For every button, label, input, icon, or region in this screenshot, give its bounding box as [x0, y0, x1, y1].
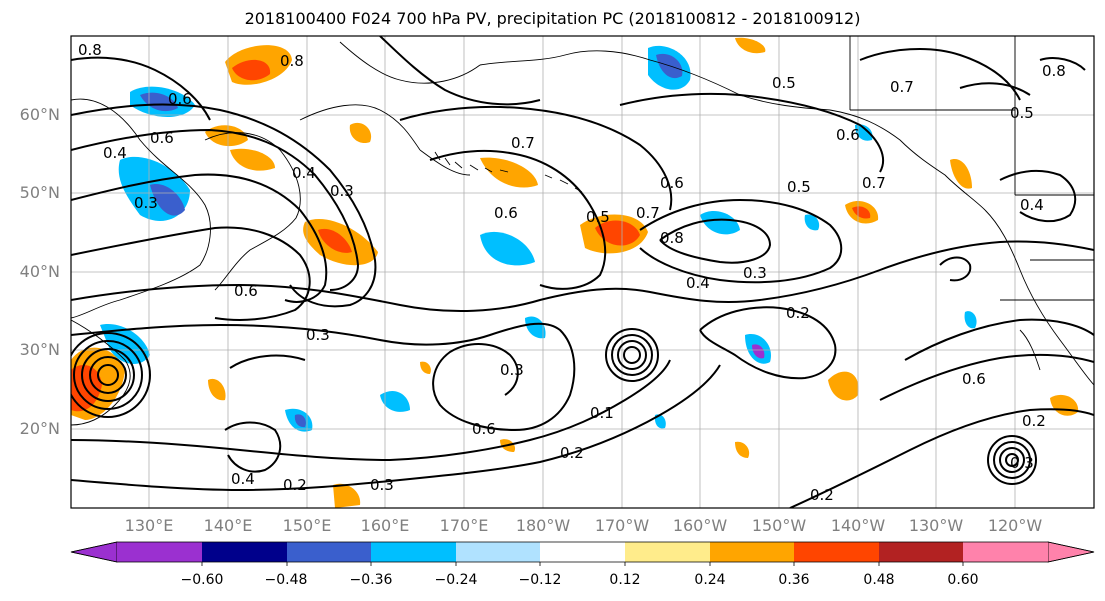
pv-contours	[71, 36, 1094, 508]
colorbar-tick-label: 0.60	[947, 572, 979, 588]
colorbar-tick-label: −0.24	[434, 572, 478, 588]
colorbar-segment	[287, 542, 371, 562]
colorbar-segment	[117, 542, 202, 562]
svg-text:0.4: 0.4	[1020, 196, 1044, 214]
colorbar-tick-label: 0.24	[694, 572, 726, 588]
svg-text:0.8: 0.8	[1042, 62, 1066, 80]
colorbar-segment	[456, 542, 540, 562]
svg-text:0.6: 0.6	[150, 129, 174, 147]
colorbar-tick-label: 0.48	[863, 572, 895, 588]
svg-text:0.7: 0.7	[636, 204, 660, 222]
lat-label-60n: 60°N	[19, 105, 60, 124]
svg-text:0.4: 0.4	[103, 144, 127, 162]
coastlines	[71, 36, 1094, 426]
lon-label-170e: 170°E	[439, 516, 489, 535]
pv-contour-labels: 0.8 0.8 0.6 0.6 0.4 0.3 0.4 0.3 0.7 0.6 …	[78, 41, 1066, 504]
svg-text:0.5: 0.5	[787, 178, 811, 196]
lon-label-130w: 130°W	[908, 516, 964, 535]
colorbar-segment	[202, 542, 287, 562]
svg-text:0.2: 0.2	[560, 444, 584, 462]
lon-label-170w: 170°W	[594, 516, 650, 535]
svg-text:0.3: 0.3	[330, 182, 354, 200]
colorbar-tick-label: −0.12	[518, 572, 562, 588]
lon-label-150w: 150°W	[751, 516, 807, 535]
svg-text:0.6: 0.6	[494, 204, 518, 222]
svg-text:0.3: 0.3	[134, 194, 158, 212]
svg-text:0.5: 0.5	[772, 74, 796, 92]
graticule	[71, 36, 1094, 508]
lat-label-40n: 40°N	[19, 262, 60, 281]
svg-text:0.6: 0.6	[836, 126, 860, 144]
lat-label-30n: 30°N	[19, 340, 60, 359]
svg-text:0.2: 0.2	[1022, 412, 1046, 430]
colorbar-segment	[625, 542, 710, 562]
colorbar-segment	[794, 542, 879, 562]
svg-text:0.6: 0.6	[660, 174, 684, 192]
colorbar-max-arrow	[1047, 541, 1095, 563]
lon-label-130e: 130°E	[124, 516, 174, 535]
svg-text:0.8: 0.8	[660, 229, 684, 247]
colorbar-tick-label: −0.48	[264, 572, 308, 588]
lat-label-20n: 20°N	[19, 419, 60, 438]
svg-text:0.2: 0.2	[786, 304, 810, 322]
svg-text:0.4: 0.4	[292, 164, 316, 182]
svg-text:0.6: 0.6	[168, 90, 192, 108]
svg-text:0.6: 0.6	[234, 282, 258, 300]
svg-text:0.7: 0.7	[862, 174, 886, 192]
lat-label-50n: 50°N	[19, 183, 60, 202]
colorbar-tick-label: 0.36	[778, 572, 810, 588]
svg-text:0.3: 0.3	[370, 476, 394, 494]
svg-text:0.5: 0.5	[586, 208, 610, 226]
map-title: 2018100400 F024 700 hPa PV, precipitatio…	[244, 9, 861, 28]
svg-text:0.2: 0.2	[810, 486, 834, 504]
svg-text:0.7: 0.7	[890, 78, 914, 96]
colorbar-segment	[540, 542, 625, 562]
svg-text:0.4: 0.4	[686, 274, 710, 292]
lon-label-180w: 180°W	[515, 516, 571, 535]
colorbar-segment	[710, 542, 794, 562]
map-frame	[70, 35, 1095, 509]
lon-label-160w: 160°W	[672, 516, 728, 535]
svg-text:0.2: 0.2	[283, 476, 307, 494]
colorbar-outline	[70, 541, 1095, 563]
svg-text:0.1: 0.1	[590, 404, 614, 422]
colorbar-segment	[879, 542, 963, 562]
colorbar-tick-label: 0.12	[609, 572, 641, 588]
svg-text:0.5: 0.5	[1010, 104, 1034, 122]
svg-text:0.8: 0.8	[280, 52, 304, 70]
lon-label-120w: 120°W	[987, 516, 1043, 535]
colorbar	[70, 541, 1095, 566]
svg-text:0.6: 0.6	[472, 420, 496, 438]
colorbar-segment	[963, 542, 1048, 562]
lon-label-140e: 140°E	[203, 516, 253, 535]
svg-text:0.7: 0.7	[511, 134, 535, 152]
colorbar-segment	[371, 542, 456, 562]
svg-text:0.4: 0.4	[231, 470, 255, 488]
svg-text:0.3: 0.3	[306, 326, 330, 344]
svg-text:0.3: 0.3	[1010, 454, 1034, 472]
svg-text:0.3: 0.3	[500, 361, 524, 379]
lon-label-160e: 160°E	[360, 516, 410, 535]
lon-label-150e: 150°E	[282, 516, 332, 535]
colorbar-tick-label: −0.60	[180, 572, 224, 588]
lon-label-140w: 140°W	[830, 516, 886, 535]
colorbar-tick-label: −0.36	[349, 572, 393, 588]
precip-shading	[71, 37, 1079, 508]
svg-text:0.8: 0.8	[78, 41, 102, 59]
svg-text:0.3: 0.3	[743, 264, 767, 282]
colorbar-min-arrow	[70, 541, 118, 563]
svg-text:0.6: 0.6	[962, 370, 986, 388]
